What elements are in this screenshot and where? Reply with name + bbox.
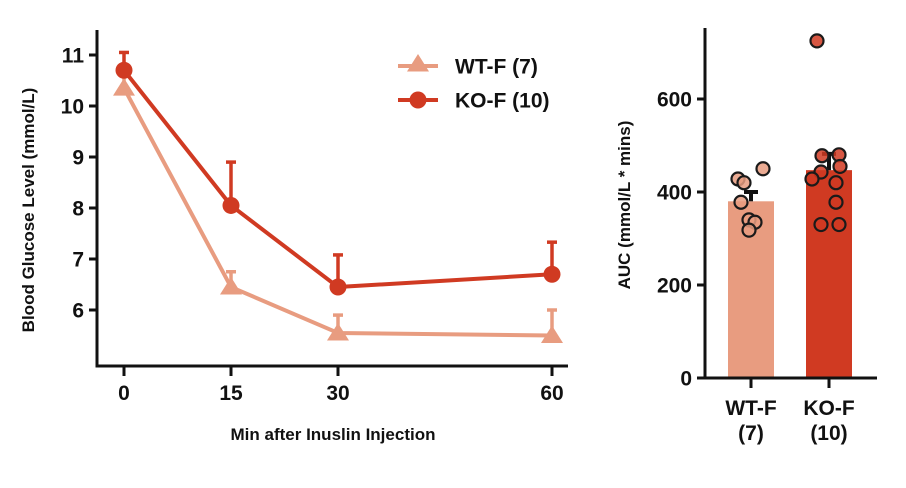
data-point-circle: [222, 196, 240, 214]
right-y-tick-label: 200: [657, 275, 692, 298]
data-point-circle: [543, 265, 561, 283]
legend-item: WT-F (7): [398, 54, 538, 79]
left-y-tick-label: 11: [62, 45, 85, 68]
individual-data-point: [733, 194, 749, 210]
data-point-triangle: [327, 322, 349, 341]
individual-data-point: [736, 175, 752, 191]
series-line: [122, 87, 553, 338]
left-x-ticks: 0 15 30 60: [118, 366, 564, 405]
legend-item: KO-F (10): [398, 90, 550, 113]
legend: WT-F (7) KO-F (10): [398, 54, 550, 113]
individual-data-point: [832, 158, 848, 175]
right-x-tick-label: (7): [738, 422, 764, 445]
data-point-circle: [115, 61, 133, 79]
right-x-ticks: WT-F(7) KO-F(10): [725, 378, 855, 445]
left-x-tick-label: 30: [326, 382, 349, 405]
left-x-tick-label: 0: [118, 382, 130, 405]
right-y-ticks: 0 200 400 600: [657, 89, 705, 391]
data-point-circle: [329, 278, 347, 296]
data-point-triangle: [220, 277, 242, 295]
individual-data-point: [813, 216, 829, 233]
individual-data-point: [814, 148, 830, 164]
individual-data-point: [831, 216, 847, 233]
left-y-tick-label: 6: [72, 300, 84, 323]
left-y-tick-label: 8: [72, 198, 84, 221]
individual-data-point: [828, 194, 844, 210]
legend-label: WT-F (7): [455, 56, 538, 79]
left-x-tick-label: 60: [540, 382, 563, 405]
data-point-triangle: [541, 325, 563, 343]
auc-bar-chart: 0 200 400 600 WT-F(7) KO-F(10) AUC (mmol/L *…: [615, 28, 877, 445]
individual-data-point: [741, 222, 757, 238]
left-y-tick-label: 9: [72, 147, 84, 170]
individual-data-point: [828, 175, 844, 191]
right-y-tick-label: 0: [680, 368, 692, 391]
right-y-tick-label: 600: [657, 89, 692, 112]
right-y-tick-label: 400: [657, 182, 692, 205]
individual-data-point: [804, 171, 820, 187]
individual-data-point: [809, 33, 825, 49]
right-points: [730, 33, 848, 238]
right-x-tick-label: KO-F: [803, 397, 854, 420]
right-y-axis-title: AUC (mmol/L * mins): [615, 121, 634, 290]
legend-triangle-icon: [407, 54, 429, 72]
left-y-tick-label: 10: [61, 96, 84, 119]
left-x-tick-label: 15: [219, 382, 243, 405]
left-y-axis-title: Blood Glucose Level (mmol/L): [19, 88, 38, 333]
left-series: [113, 50, 563, 343]
glucose-line-chart: 6 7 8 9 10 11 0 15 30 60 Min after Inuslin Injec…: [19, 30, 568, 444]
legend-circle-icon: [409, 91, 427, 109]
right-x-tick-label: (10): [810, 422, 847, 445]
left-y-ticks: 6 7 8 9 10 11: [61, 45, 97, 323]
left-x-axis-title: Min after Inuslin Injection: [231, 425, 436, 444]
left-y-tick-label: 7: [72, 249, 84, 272]
right-x-tick-label: WT-F: [725, 397, 776, 420]
legend-label: KO-F (10): [455, 90, 550, 113]
individual-data-point: [755, 161, 771, 177]
series-ko-f: [115, 50, 561, 296]
series-line: [122, 69, 553, 290]
data-point-triangle: [113, 78, 135, 96]
